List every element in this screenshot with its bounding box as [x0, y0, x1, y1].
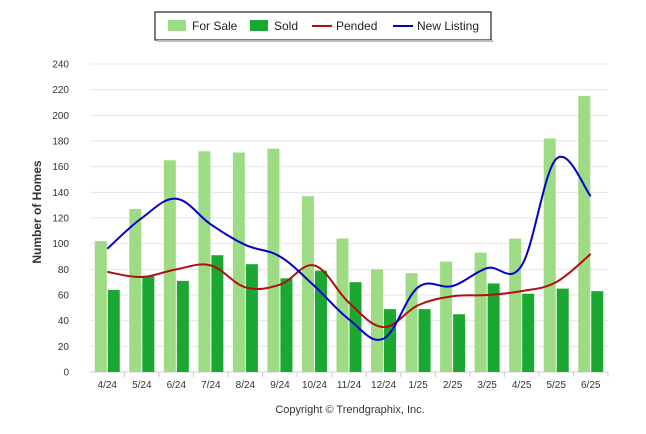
bar-sold — [211, 255, 224, 372]
bar-sold — [245, 264, 258, 372]
x-tick-label: 2/25 — [443, 380, 463, 391]
bar-for-sale — [336, 238, 349, 372]
x-tick-label: 12/24 — [371, 380, 396, 391]
bar-sold — [556, 288, 569, 372]
bar-sold — [487, 283, 500, 372]
y-tick-label: 220 — [52, 85, 69, 96]
legend-label-new-listing: New Listing — [417, 19, 479, 33]
legend: For Sale Sold Pended New Listing — [154, 11, 493, 42]
legend-swatch-sold — [250, 20, 268, 31]
y-tick-label: 200 — [52, 111, 69, 122]
series-lines — [106, 155, 592, 341]
y-tick-label: 80 — [58, 265, 70, 276]
bar-sold — [280, 278, 293, 372]
bar-for-sale — [405, 273, 418, 372]
bar-for-sale — [232, 152, 245, 372]
bar-for-sale — [94, 241, 107, 372]
grid-lines — [90, 63, 608, 373]
x-tick-label: 6/24 — [167, 380, 187, 391]
x-tick-label: 10/24 — [302, 380, 327, 391]
bar-sold — [107, 289, 120, 372]
x-tick-label: 3/25 — [477, 380, 497, 391]
legend-label-for-sale: For Sale — [192, 19, 238, 33]
legend-label-sold: Sold — [274, 19, 298, 33]
copyright-text: Copyright © Trendgraphix, Inc. — [275, 404, 424, 416]
bar-for-sale — [440, 261, 453, 372]
y-tick-label: 120 — [52, 214, 69, 225]
bar-sold — [314, 270, 327, 372]
bar-sold — [453, 314, 466, 372]
y-axis-ticks: 0 20 40 60 80 100 120 140 160 180 200 220 240 — [52, 60, 69, 379]
legend-label-pended: Pended — [336, 19, 377, 33]
x-tick-label: 4/24 — [98, 380, 118, 391]
y-tick-label: 20 — [58, 342, 70, 353]
x-tick-label: 9/24 — [270, 380, 290, 391]
bar-for-sale — [543, 138, 556, 372]
legend-swatch-for-sale — [168, 20, 186, 31]
line-new-listing — [106, 155, 592, 341]
y-tick-label: 100 — [52, 239, 69, 250]
bar-for-sale — [474, 252, 487, 372]
y-tick-label: 40 — [58, 316, 70, 327]
y-tick-label: 240 — [52, 60, 69, 71]
line-pended — [107, 253, 592, 329]
bars — [94, 96, 604, 372]
x-tick-label: 8/24 — [236, 380, 256, 391]
bar-sold — [142, 275, 155, 372]
bar-sold — [522, 293, 535, 372]
x-tick-label: 5/24 — [132, 380, 152, 391]
x-tick-label: 7/24 — [201, 380, 221, 391]
y-tick-label: 0 — [63, 368, 69, 379]
bar-sold — [591, 291, 604, 372]
x-axis-ticks: 4/24 5/24 6/24 7/24 8/24 9/24 10/24 11/24 12/24 1… — [98, 372, 609, 391]
bar-for-sale — [509, 238, 522, 372]
bar-for-sale — [371, 269, 384, 372]
x-tick-label: 5/25 — [546, 380, 566, 391]
bar-for-sale — [267, 148, 280, 372]
y-tick-label: 180 — [52, 137, 69, 148]
x-tick-label: 4/25 — [512, 380, 532, 391]
x-tick-label: 1/25 — [408, 380, 428, 391]
bar-for-sale — [163, 160, 176, 372]
bar-for-sale — [578, 96, 591, 372]
legend-shadow — [157, 40, 493, 42]
y-axis-label: Number of Homes — [30, 160, 44, 264]
x-tick-label: 6/25 — [581, 380, 601, 391]
y-tick-label: 160 — [52, 162, 69, 173]
y-tick-label: 140 — [52, 188, 69, 199]
bar-sold — [176, 280, 189, 372]
bar-for-sale — [198, 151, 211, 372]
y-tick-label: 60 — [58, 291, 70, 302]
bar-sold — [418, 309, 431, 372]
bar-for-sale — [301, 196, 314, 372]
x-tick-label: 11/24 — [337, 380, 362, 391]
bar-sold — [384, 309, 397, 372]
bar-sold — [349, 282, 362, 372]
bar-for-sale — [129, 209, 142, 372]
